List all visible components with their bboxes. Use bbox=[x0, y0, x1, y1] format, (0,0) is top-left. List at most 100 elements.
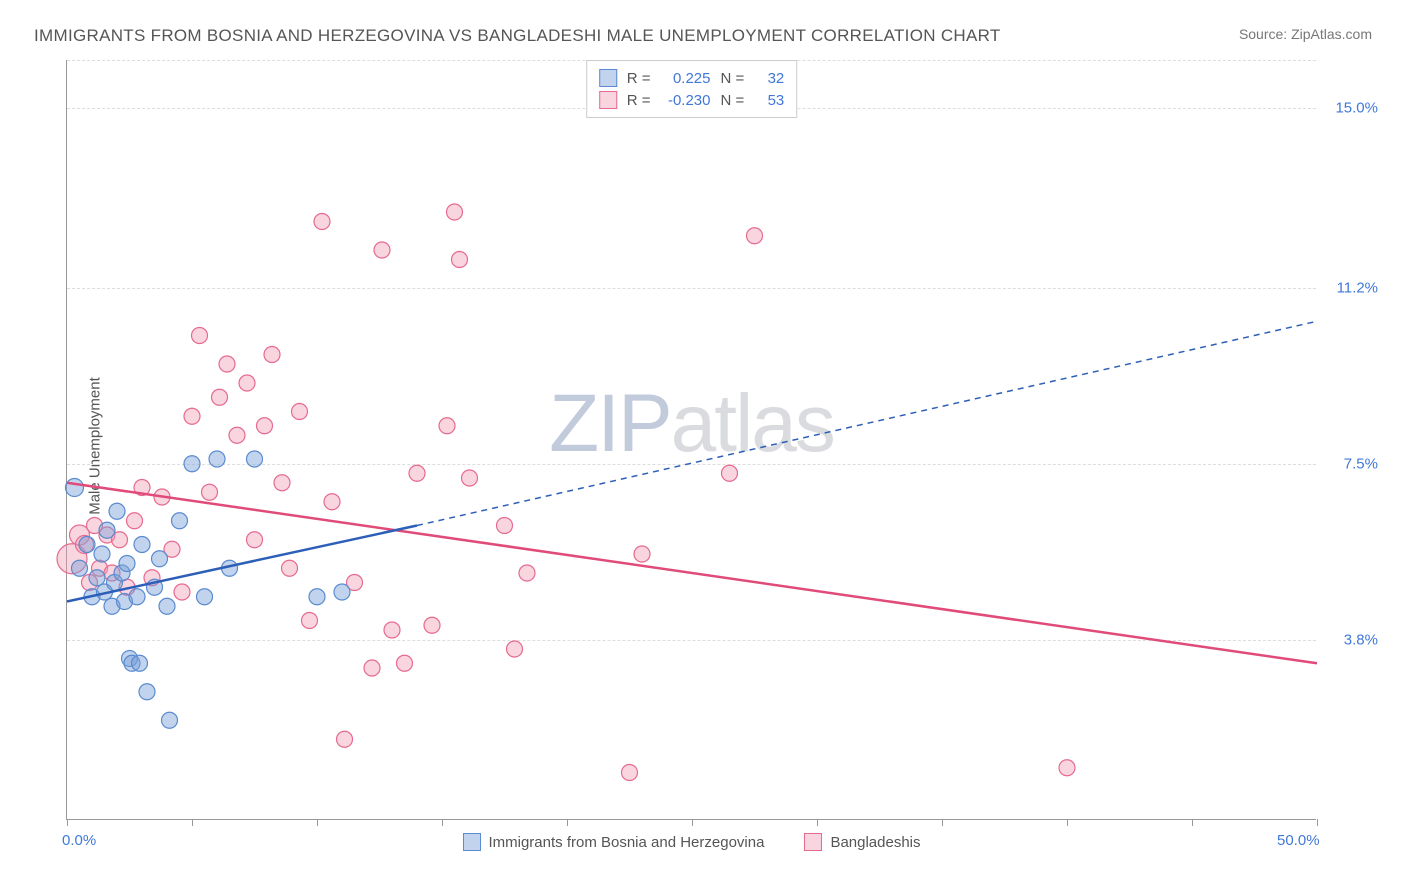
scatter-point-b bbox=[302, 613, 318, 629]
series-legend: Immigrants from Bosnia and Herzegovina Ba… bbox=[462, 833, 920, 851]
x-tick bbox=[942, 819, 943, 826]
legend-r-value: -0.230 bbox=[661, 92, 711, 109]
scatter-point-a bbox=[134, 537, 150, 553]
x-tick bbox=[1192, 819, 1193, 826]
scatter-point-b bbox=[292, 404, 308, 420]
scatter-point-b bbox=[127, 513, 143, 529]
legend-r-value: 0.225 bbox=[661, 70, 711, 87]
scatter-point-a bbox=[247, 451, 263, 467]
legend-n-label: N = bbox=[721, 92, 745, 109]
scatter-point-b bbox=[374, 242, 390, 258]
scatter-point-b bbox=[634, 546, 650, 562]
scatter-point-b bbox=[229, 427, 245, 443]
scatter-point-b bbox=[439, 418, 455, 434]
scatter-point-b bbox=[447, 204, 463, 220]
legend-n-value: 53 bbox=[754, 92, 784, 109]
y-tick-label: 15.0% bbox=[1323, 99, 1378, 116]
scatter-point-a bbox=[66, 479, 84, 497]
y-tick-label: 7.5% bbox=[1323, 455, 1378, 472]
y-tick-label: 11.2% bbox=[1323, 280, 1378, 297]
scatter-point-a bbox=[159, 598, 175, 614]
scatter-point-a bbox=[119, 556, 135, 572]
scatter-point-b bbox=[174, 584, 190, 600]
x-tick-label: 50.0% bbox=[1277, 832, 1320, 849]
scatter-point-a bbox=[197, 589, 213, 605]
scatter-point-b bbox=[264, 347, 280, 363]
x-tick-label: 0.0% bbox=[62, 832, 96, 849]
scatter-point-b bbox=[184, 408, 200, 424]
scatter-point-b bbox=[314, 214, 330, 230]
swatch-series-a bbox=[462, 833, 480, 851]
y-tick-label: 3.8% bbox=[1323, 631, 1378, 648]
scatter-point-a bbox=[72, 560, 88, 576]
scatter-point-b bbox=[212, 389, 228, 405]
x-tick bbox=[67, 819, 68, 826]
series-legend-label: Immigrants from Bosnia and Herzegovina bbox=[488, 834, 764, 851]
scatter-point-b bbox=[384, 622, 400, 638]
correlation-legend: R = 0.225 N = 32 R = -0.230 N = 53 bbox=[586, 60, 798, 118]
scatter-point-b bbox=[274, 475, 290, 491]
scatter-point-b bbox=[219, 356, 235, 372]
plot-area: ZIPatlas 15.0%11.2%7.5%3.8% R =0.225N =3… bbox=[66, 60, 1316, 820]
scatter-point-b bbox=[622, 765, 638, 781]
source-attribution: Source: ZipAtlas.com bbox=[1239, 26, 1372, 42]
scatter-point-b bbox=[409, 465, 425, 481]
scatter-point-a bbox=[172, 513, 188, 529]
scatter-point-b bbox=[192, 328, 208, 344]
scatter-point-b bbox=[452, 252, 468, 268]
scatter-plot-svg bbox=[67, 60, 1316, 819]
legend-r-label: R = bbox=[627, 92, 651, 109]
scatter-point-b bbox=[722, 465, 738, 481]
scatter-point-a bbox=[109, 503, 125, 519]
scatter-point-b bbox=[282, 560, 298, 576]
scatter-point-a bbox=[89, 570, 105, 586]
legend-n-value: 32 bbox=[754, 70, 784, 87]
scatter-point-a bbox=[309, 589, 325, 605]
scatter-point-b bbox=[462, 470, 478, 486]
scatter-point-a bbox=[99, 522, 115, 538]
trend-line-a-dashed bbox=[417, 321, 1317, 525]
scatter-point-a bbox=[209, 451, 225, 467]
scatter-point-b bbox=[397, 655, 413, 671]
legend-n-label: N = bbox=[721, 70, 745, 87]
scatter-point-b bbox=[424, 617, 440, 633]
scatter-point-b bbox=[239, 375, 255, 391]
x-tick bbox=[442, 819, 443, 826]
chart-container: IMMIGRANTS FROM BOSNIA AND HERZEGOVINA V… bbox=[20, 20, 1386, 872]
scatter-point-a bbox=[184, 456, 200, 472]
scatter-point-b bbox=[519, 565, 535, 581]
series-legend-item: Bangladeshis bbox=[804, 833, 920, 851]
x-tick bbox=[192, 819, 193, 826]
chart-title: IMMIGRANTS FROM BOSNIA AND HERZEGOVINA V… bbox=[34, 26, 1001, 46]
scatter-point-a bbox=[132, 655, 148, 671]
scatter-point-b bbox=[202, 484, 218, 500]
series-legend-item: Immigrants from Bosnia and Herzegovina bbox=[462, 833, 764, 851]
scatter-point-b bbox=[324, 494, 340, 510]
scatter-point-b bbox=[257, 418, 273, 434]
swatch-series-b bbox=[599, 91, 617, 109]
scatter-point-b bbox=[497, 518, 513, 534]
x-tick bbox=[1067, 819, 1068, 826]
x-tick bbox=[1317, 819, 1318, 826]
swatch-series-a bbox=[599, 69, 617, 87]
scatter-point-a bbox=[139, 684, 155, 700]
trend-line-b bbox=[67, 483, 1317, 664]
x-tick bbox=[817, 819, 818, 826]
scatter-point-a bbox=[79, 537, 95, 553]
legend-row: R =0.225N =32 bbox=[599, 67, 785, 89]
scatter-point-b bbox=[747, 228, 763, 244]
scatter-point-b bbox=[507, 641, 523, 657]
x-tick bbox=[567, 819, 568, 826]
series-legend-label: Bangladeshis bbox=[830, 834, 920, 851]
scatter-point-a bbox=[129, 589, 145, 605]
x-tick bbox=[317, 819, 318, 826]
swatch-series-b bbox=[804, 833, 822, 851]
scatter-point-b bbox=[337, 731, 353, 747]
scatter-point-a bbox=[334, 584, 350, 600]
scatter-point-b bbox=[1059, 760, 1075, 776]
scatter-point-b bbox=[247, 532, 263, 548]
scatter-point-a bbox=[94, 546, 110, 562]
legend-row: R = -0.230 N = 53 bbox=[599, 89, 785, 111]
scatter-point-a bbox=[152, 551, 168, 567]
scatter-point-b bbox=[364, 660, 380, 676]
